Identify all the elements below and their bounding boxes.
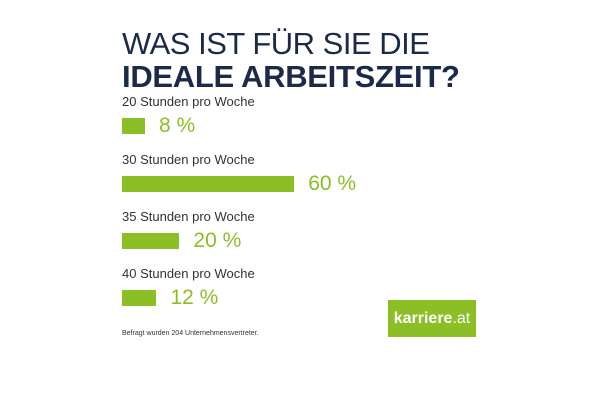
value-label: 8 % — [158, 114, 196, 137]
chart-title-line1: WAS IST FÜR SIE DIE — [122, 26, 430, 61]
logo-suffix: .at — [452, 309, 471, 327]
category-label: 20 Stunden pro Woche — [122, 94, 255, 109]
karriere-logo: karriere .at — [388, 300, 476, 337]
value-label: 12 % — [170, 286, 219, 309]
logo-main: karriere — [393, 309, 453, 327]
value-label: 60 % — [308, 172, 357, 195]
value-label: 20 % — [193, 229, 242, 252]
chart-title-line2: IDEALE ARBEITSZEIT? — [122, 59, 460, 94]
bar — [122, 118, 145, 134]
footnote: Befragt wurden 204 Unternehmensvertreter… — [122, 330, 259, 337]
bar — [122, 176, 295, 192]
category-label: 30 Stunden pro Woche — [122, 152, 255, 167]
category-label: 35 Stunden pro Woche — [122, 209, 255, 224]
category-label: 40 Stunden pro Woche — [122, 266, 255, 281]
bar — [122, 233, 180, 249]
bar — [122, 290, 157, 306]
